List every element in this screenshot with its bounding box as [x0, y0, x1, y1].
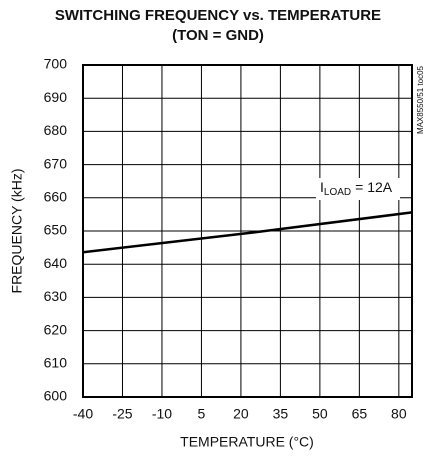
x-tick-label: 20: [233, 406, 249, 422]
y-tick-label: 630: [44, 288, 68, 304]
y-tick-label: 600: [44, 388, 68, 404]
annotation-subscript: LOAD: [324, 187, 351, 198]
x-axis-label: TEMPERATURE (°C): [180, 434, 314, 450]
chart-subtitle: (TON = GND): [172, 27, 264, 44]
x-tick-label: 80: [391, 406, 407, 422]
y-tick-label: 650: [44, 222, 68, 238]
y-tick-label: 610: [44, 355, 68, 371]
annotation-text: = 12A: [355, 179, 393, 195]
y-tick-label: 640: [44, 255, 68, 271]
y-tick-label: 660: [44, 189, 68, 205]
x-tick-label: 50: [312, 406, 328, 422]
plot-frame: [82, 64, 413, 398]
x-tick-label: 65: [352, 406, 368, 422]
x-tick-label: 5: [198, 406, 206, 422]
y-tick-label: 700: [44, 56, 68, 72]
y-tick-label: 620: [44, 321, 68, 337]
y-axis-label: FREQUENCY (kHz): [9, 169, 25, 294]
x-tick-label: -25: [112, 406, 132, 422]
annotation: ILOAD = 12A: [320, 179, 393, 198]
x-tick-label: -10: [152, 406, 172, 422]
y-tick-label: 670: [44, 155, 68, 171]
annotation-main: I: [320, 179, 324, 195]
y-tick-label: 690: [44, 89, 68, 105]
line: [82, 211, 413, 254]
x-tick-label: 35: [273, 406, 289, 422]
annotation-bg: [316, 178, 400, 200]
chart-title: SWITCHING FREQUENCY vs. TEMPERATURE: [55, 7, 381, 24]
y-tick-label: 680: [44, 122, 68, 138]
x-tick-label: -40: [73, 406, 93, 422]
side-note: MAX8550/51 toc05: [416, 65, 425, 134]
